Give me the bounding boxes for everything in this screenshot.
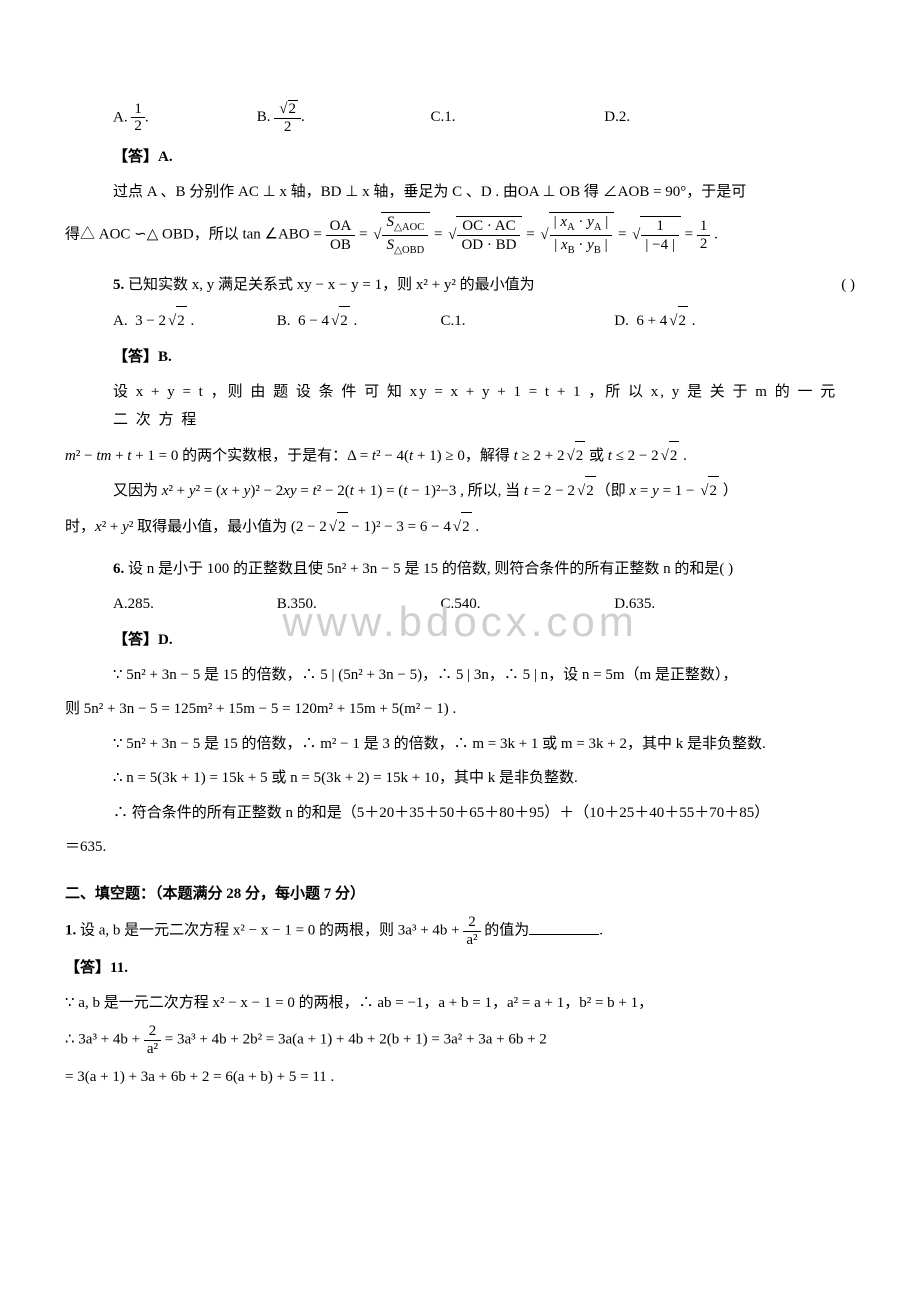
q5-answer: 【答】B. (65, 343, 855, 372)
s2-q1-answer: 【答】11. (65, 954, 855, 983)
q4-frac-ob: OB (326, 235, 356, 254)
s2-q1-stem1: 设 a, b 是一元二次方程 x² − x − 1 = 0 的两根，则 3a³ … (80, 923, 460, 939)
q6-answer-value: D. (158, 632, 173, 648)
s2-q1-frac-n: 2 (463, 914, 480, 931)
q6-number: 6. (113, 561, 124, 577)
answer-tag: 【答】 (113, 349, 158, 365)
q4-sol-line1: 过点 A 、B 分别作 AC ⊥ x 轴，BD ⊥ x 轴，垂足为 C 、D .… (65, 178, 855, 207)
s2-q1-frac2-d: a² (144, 1040, 161, 1058)
q6-opt-a: 285. (128, 596, 154, 612)
q6-answer: 【答】D. (65, 626, 855, 655)
q5-sol-4: 时，x² + y² 取得最小值，最小值为 (2 − 22 − 1)² − 3 =… (65, 512, 855, 542)
q4-sol-prefix: 得△ AOC ∽△ OBD，所以 tan ∠ABO = (65, 227, 322, 243)
fill-blank (529, 919, 599, 935)
s2-q1-sol2b: = 3a³ + 4b + 2b² = 3a(a + 1) + 4b + 2(b … (165, 1032, 547, 1048)
q6-sol-6: ＝635. (65, 833, 855, 862)
s2-q1-frac-d: a² (463, 931, 480, 949)
section2-header: 二、填空题：（本题满分 28 分，每小题 7 分） (65, 880, 855, 909)
q5-stem-text: 已知实数 x, y 满足关系式 xy − x − y = 1，则 x² + y²… (128, 277, 535, 293)
q6-options: A.285. B.350. C.540. D.635. www.bdocx.co… (65, 590, 855, 619)
q4-opt-d: 2 (619, 109, 627, 125)
q4-frac-ocac-d: OD · BD (457, 235, 520, 254)
answer-tag: 【答】 (113, 149, 158, 165)
s2-q1-number: 1. (65, 923, 76, 939)
q5-sol-3: 又因为 x² + y² = (x + y)² − 2xy = t² − 2(t … (65, 476, 855, 506)
q4-frac-ocac-n: OC · AC (457, 217, 520, 235)
s2-q1-sol2a: ∴ 3a³ + 4b + (65, 1032, 140, 1048)
s2-q1-sol-2: ∴ 3a³ + 4b + 2a² = 3a³ + 4b + 2b² = 3a(a… (65, 1023, 855, 1057)
s2-q1-sol-1: ∵ a, b 是一元二次方程 x² − x − 1 = 0 的两根，∴ ab =… (65, 989, 855, 1018)
q4-answer-value: A. (158, 149, 173, 165)
q6-stem: 6. 设 n 是小于 100 的正整数且使 5n² + 3n − 5 是 15 … (65, 555, 855, 584)
s2-q1-stem: 1. 设 a, b 是一元二次方程 x² − x − 1 = 0 的两根，则 3… (65, 914, 855, 948)
q5-sol-2: m² − tm + t + 1 = 0 的两个实数根，于是有：Δ = t² − … (65, 441, 855, 471)
q4-answer: 【答】A. (65, 143, 855, 172)
q4-sol-line2: 得△ AOC ∽△ OBD，所以 tan ∠ABO = OAOB = S△AOC… (65, 212, 855, 257)
q4-options: A. 12. B. 22. C.1. D.2. (65, 100, 855, 135)
q4-frac-14-n: 1 (641, 217, 678, 235)
q6-stem-text: 设 n 是小于 100 的正整数且使 5n² + 3n − 5 是 15 的倍数… (128, 561, 733, 577)
q6-sol-5: ∴ 符合条件的所有正整数 n 的和是（5＋20＋35＋50＋65＋80＋95）＋… (65, 799, 855, 828)
q6-sol-3: ∵ 5n² + 3n − 5 是 15 的倍数，∴ m² − 1 是 3 的倍数… (65, 730, 855, 759)
answer-tag: 【答】 (65, 960, 110, 976)
q5-sol-1: 设 x + y = t ，则 由 题 设 条 件 可 知 xy = x + y … (65, 378, 855, 435)
q6-opt-c: 540. (454, 596, 480, 612)
q6-sol-2: 则 5n² + 3n − 5 = 125m² + 15m − 5 = 120m²… (65, 695, 855, 724)
q4-frac-oa: OA (326, 217, 356, 235)
q5-stem: 5. 已知实数 x, y 满足关系式 xy − x − y = 1，则 x² +… (65, 271, 855, 300)
q5-number: 5. (113, 277, 124, 293)
q5-paren: ( ) (841, 271, 855, 300)
q6-opt-b: 350. (291, 596, 317, 612)
q5-answer-value: B. (158, 349, 172, 365)
s2-q1-sol-3: = 3(a + 1) + 3a + 6b + 2 = 6(a + b) + 5 … (65, 1063, 855, 1092)
s2-q1-frac2-n: 2 (144, 1023, 161, 1040)
answer-tag: 【答】 (113, 632, 158, 648)
s2-q1-answer-value: 11. (110, 960, 128, 976)
q6-sol-1: ∵ 5n² + 3n − 5 是 15 的倍数，∴ 5 | (5n² + 3n … (65, 661, 855, 690)
q6-sol-4: ∴ n = 5(3k + 1) = 15k + 5 或 n = 5(3k + 2… (65, 764, 855, 793)
q5-opt-c: 1. (454, 313, 465, 329)
q4-frac-14-d: | −4 | (641, 235, 678, 254)
q6-opt-d: 635. (629, 596, 655, 612)
q5-options: A. 3 − 22 . B. 6 − 42 . C.1. D. 6 + 42 . (65, 306, 855, 336)
s2-q1-stem2: 的值为 (484, 923, 529, 939)
q4-opt-c: 1 (444, 109, 452, 125)
